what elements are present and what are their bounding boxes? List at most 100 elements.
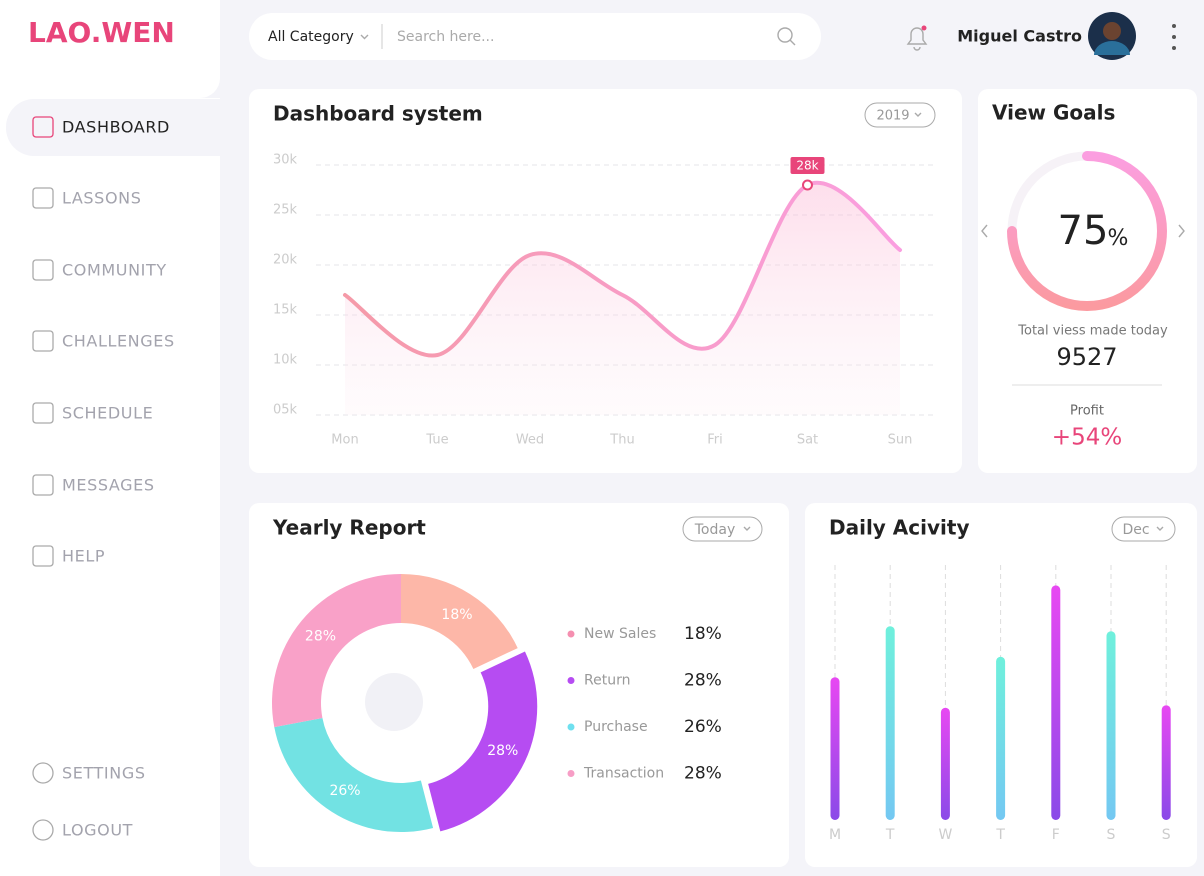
legend-value: 26% [684, 717, 722, 737]
card-title: Dashboard system [273, 102, 483, 126]
x-tick-label: Sat [797, 433, 818, 448]
nav-item[interactable]: CHALLENGES [62, 332, 175, 351]
year-filter-label[interactable]: 2019 [876, 109, 909, 124]
nav-icon [32, 187, 54, 209]
gauge-value: 75 [1058, 208, 1109, 254]
donut-label: 28% [305, 628, 336, 644]
legend-label: New Sales [584, 626, 656, 642]
category-select[interactable]: All Category [268, 29, 354, 45]
donut-label: 26% [329, 783, 360, 799]
bell[interactable] [906, 27, 928, 51]
active-nav[interactable] [6, 99, 256, 156]
user-name[interactable]: Miguel Castro [957, 27, 1082, 46]
x-tick-label: Thu [609, 433, 634, 448]
card-title: View Goals [992, 101, 1115, 125]
notification-dot [921, 25, 927, 31]
bar [996, 656, 1006, 820]
month-filter-label[interactable]: Dec [1122, 522, 1149, 538]
bar [940, 707, 950, 820]
period-filter-label[interactable]: Today [694, 522, 736, 538]
year-filter[interactable] [864, 102, 936, 128]
x-tick-label: F [1052, 827, 1060, 843]
legend-dot [567, 677, 575, 684]
x-tick-label: S [1162, 827, 1171, 843]
donut-label: 28% [487, 743, 518, 759]
legend-label: Transaction [583, 766, 664, 782]
card-title: Yearly Report [272, 516, 426, 540]
bar [1106, 631, 1116, 820]
x-tick-label: M [829, 827, 841, 843]
nav-icon [32, 474, 54, 496]
donut-segment [274, 717, 434, 832]
next[interactable] [1178, 224, 1185, 238]
avatar-body [1094, 41, 1130, 55]
chevron [360, 34, 369, 40]
chevron [1156, 526, 1164, 531]
nav-item[interactable]: LOGOUT [62, 821, 133, 840]
nav-icon [32, 819, 54, 841]
bar [830, 677, 840, 820]
card-title: Daily Acivity [829, 516, 970, 540]
y-tick-label: 30k [273, 153, 298, 168]
nav-icon [32, 762, 54, 784]
y-tick-label: 25k [273, 203, 298, 218]
donut-label: 18% [441, 607, 472, 623]
donut-segment [272, 574, 401, 728]
sidebar [0, 156, 220, 876]
legend-value: 18% [684, 624, 722, 644]
nav-icon [32, 402, 54, 424]
x-tick-label: S [1107, 827, 1116, 843]
donut-center [365, 673, 423, 731]
avatar-face [1103, 22, 1121, 40]
x-tick-label: T [885, 827, 895, 843]
legend-value: 28% [684, 671, 722, 691]
sidebar-top [0, 0, 220, 98]
profit: +54% [1052, 425, 1122, 451]
bar [885, 626, 895, 820]
nav-item[interactable]: DASHBOARD [62, 118, 170, 137]
y-tick-label: 10k [273, 353, 298, 368]
brand: LAO.WEN [28, 16, 175, 49]
x-tick-label: Fri [707, 433, 723, 448]
legend-dot [567, 723, 575, 731]
total: 9527 [1056, 343, 1117, 371]
donut-segment [428, 651, 538, 832]
period-filter[interactable] [682, 516, 763, 542]
nav-icon [32, 259, 54, 281]
search-input[interactable]: Search here... [397, 29, 494, 45]
point [802, 179, 813, 191]
legend-dot [567, 770, 575, 777]
nav-item[interactable]: COMMUNITY [62, 261, 167, 280]
month-filter[interactable] [1111, 516, 1176, 542]
x-tick-label: Wed [516, 433, 544, 448]
search-bar[interactable] [249, 13, 821, 60]
x-tick-label: Mon [331, 433, 358, 448]
nav-item[interactable]: LASSONS [62, 189, 141, 208]
search-icon[interactable] [777, 27, 793, 43]
gauge-unit: % [1108, 226, 1129, 251]
legend-value: 28% [684, 764, 722, 784]
area [345, 182, 900, 415]
prev[interactable] [981, 224, 988, 238]
x-tick-label: Sun [888, 433, 913, 448]
nav-item[interactable]: MESSAGES [62, 476, 155, 495]
nav-icon [32, 545, 54, 567]
menu[interactable] [1172, 24, 1176, 50]
nav-item[interactable]: HELP [62, 547, 105, 566]
annotation-box [790, 157, 825, 174]
annotation: 28k [796, 159, 818, 173]
chevron [743, 526, 751, 531]
x-tick-label: Tue [425, 433, 448, 448]
gauge-arc [1007, 151, 1167, 311]
y-tick-label: 05k [273, 403, 298, 418]
x-tick-label: W [938, 827, 952, 843]
bar [1051, 585, 1061, 820]
legend-label: Return [584, 673, 630, 689]
profit-label: Profit [1070, 404, 1104, 419]
nav-icon [32, 330, 54, 352]
x-tick-label: T [995, 827, 1005, 843]
nav-item[interactable]: SETTINGS [62, 764, 146, 783]
nav-item[interactable]: SCHEDULE [62, 404, 153, 423]
search-icon [789, 39, 796, 46]
